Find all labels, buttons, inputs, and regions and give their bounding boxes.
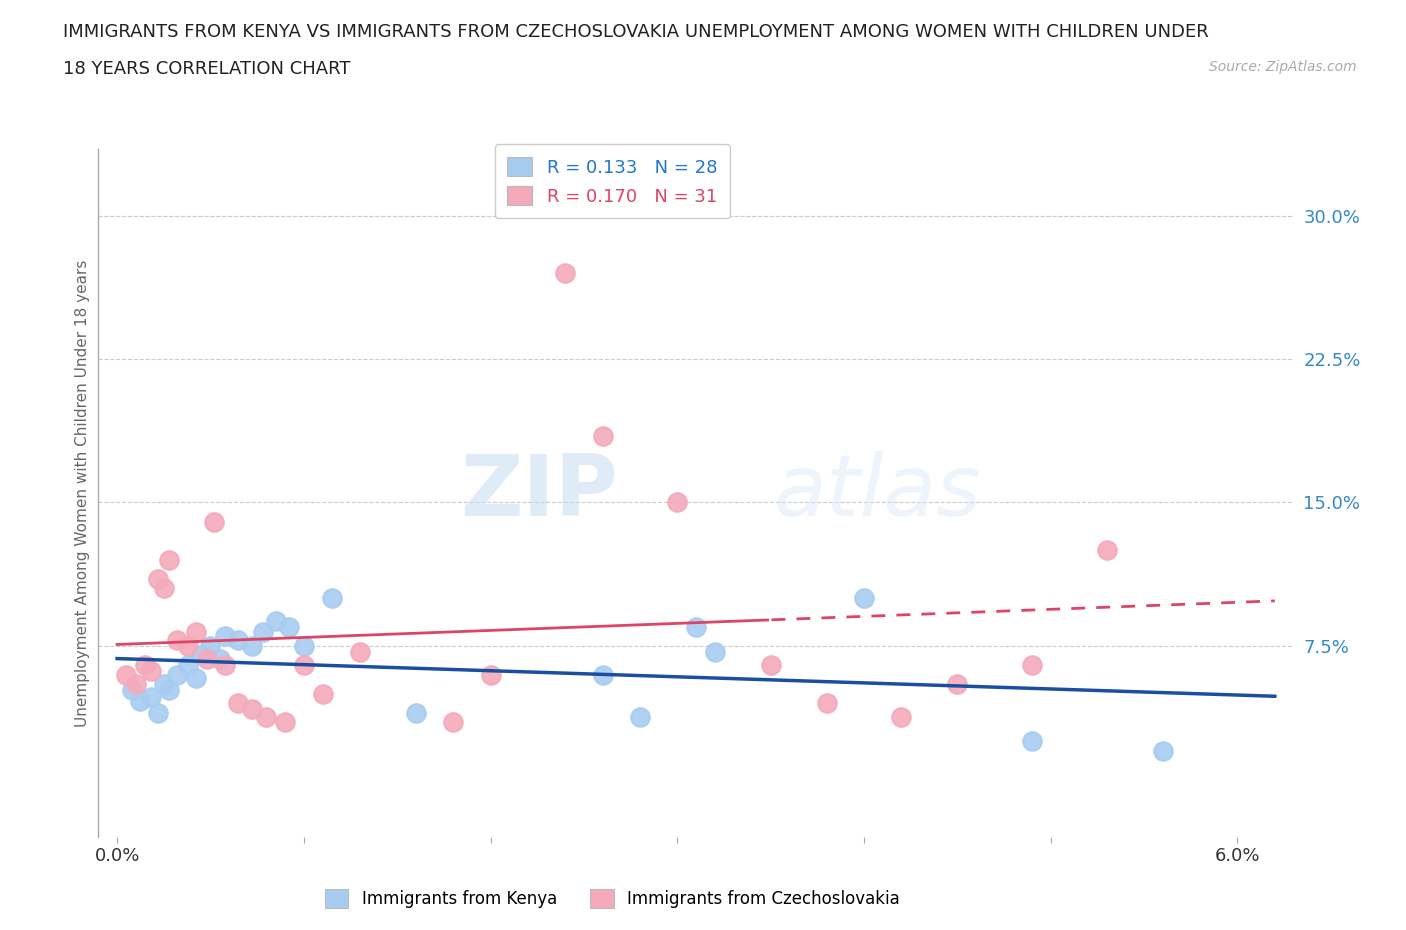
Point (125, 677, 148, 692)
Point (292, 658, 315, 672)
Point (166, 667, 188, 682)
Point (240, 701, 263, 716)
Point (349, 644, 371, 659)
Point (177, 658, 200, 672)
Point (685, 619, 707, 634)
Point (148, 572, 170, 587)
Point (479, 667, 502, 682)
Point (1152, 744, 1174, 759)
Y-axis label: Unemployment Among Women with Children Under 18 years: Unemployment Among Women with Children U… (75, 259, 90, 726)
Point (157, 552, 180, 567)
Point (152, 677, 174, 692)
Point (184, 671, 207, 685)
Point (252, 625, 274, 640)
Point (190, 648, 212, 663)
Point (264, 614, 287, 629)
Point (1021, 734, 1043, 749)
Point (759, 658, 782, 672)
Point (311, 686, 333, 701)
Point (157, 683, 180, 698)
Point (139, 690, 162, 705)
Point (592, 667, 614, 682)
Point (292, 638, 315, 653)
Point (405, 705, 427, 720)
Point (184, 625, 207, 640)
Point (228, 696, 250, 711)
Legend: Immigrants from Kenya, Immigrants from Czechoslovakia: Immigrants from Kenya, Immigrants from C… (315, 880, 910, 918)
Point (139, 663, 162, 678)
Point (703, 644, 725, 659)
Point (177, 638, 200, 653)
Point (202, 514, 225, 529)
Point (166, 632, 188, 647)
Point (115, 667, 138, 682)
Point (890, 710, 912, 724)
Point (152, 581, 174, 596)
Point (441, 715, 464, 730)
Point (256, 710, 278, 724)
Point (214, 658, 236, 672)
Point (134, 658, 156, 672)
Point (240, 638, 263, 653)
Text: Source: ZipAtlas.com: Source: ZipAtlas.com (1209, 60, 1357, 74)
Point (1095, 543, 1118, 558)
Text: ZIP: ZIP (461, 451, 619, 535)
Point (666, 495, 689, 510)
Point (128, 694, 150, 709)
Point (274, 715, 297, 730)
Point (592, 428, 614, 443)
Point (1021, 658, 1043, 672)
Text: 18 YEARS CORRELATION CHART: 18 YEARS CORRELATION CHART (63, 60, 350, 78)
Text: atlas: atlas (773, 451, 981, 535)
Point (214, 629, 236, 644)
Point (946, 677, 969, 692)
Point (628, 710, 651, 724)
Point (228, 632, 250, 647)
Point (554, 266, 576, 281)
Point (853, 591, 876, 605)
Text: IMMIGRANTS FROM KENYA VS IMMIGRANTS FROM CZECHOSLOVAKIA UNEMPLOYMENT AMONG WOMEN: IMMIGRANTS FROM KENYA VS IMMIGRANTS FROM… (63, 23, 1209, 41)
Point (208, 652, 231, 667)
Point (195, 652, 218, 667)
Point (277, 619, 299, 634)
Point (321, 591, 343, 605)
Point (200, 638, 222, 653)
Point (121, 683, 143, 698)
Point (148, 705, 170, 720)
Point (815, 696, 838, 711)
